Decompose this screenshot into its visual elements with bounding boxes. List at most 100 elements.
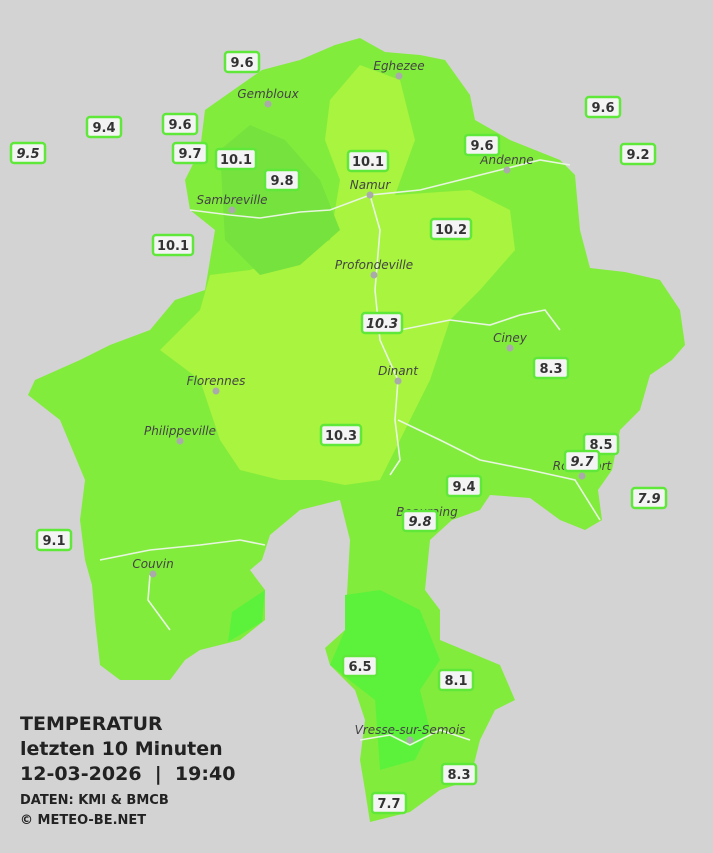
cold-zone: [228, 590, 265, 642]
city-dot: [176, 437, 184, 445]
station: 6.5: [341, 654, 379, 678]
city-label: Profondeville: [335, 258, 413, 272]
station-value: 9.8: [270, 174, 293, 189]
city-dot: [406, 736, 414, 744]
source: DATEN: KMI & BMCB: [20, 793, 169, 808]
station: 9.4: [445, 474, 483, 498]
station-box: [263, 168, 301, 192]
station-box: [619, 142, 657, 166]
station-box: [85, 115, 123, 139]
city-dot: [578, 472, 586, 480]
station: 9.6: [463, 133, 501, 157]
city-dot: [394, 377, 402, 385]
station: 9.6: [161, 112, 199, 136]
station-value: 8.3: [447, 768, 470, 783]
station-box: [463, 133, 501, 157]
city-label: Vresse-sur-Semois: [355, 723, 466, 737]
station-box: [341, 654, 379, 678]
station: 8.5: [582, 432, 620, 456]
city-label: Dinant: [378, 364, 419, 378]
city-label: Philippeville: [144, 424, 216, 438]
station: 9.4: [85, 115, 123, 139]
station-box: [214, 147, 258, 171]
city-label: Eghezee: [373, 59, 424, 73]
station-value: 9.2: [626, 148, 649, 163]
station: 8.1: [437, 668, 475, 692]
station-value: 9.7: [570, 455, 594, 470]
warm-zone: [160, 65, 515, 485]
copyright: © METEO-BE.NET: [20, 813, 146, 828]
rivers: [99, 159, 601, 746]
station: 9.7: [171, 141, 209, 165]
station-box: [346, 149, 390, 173]
river: [397, 419, 601, 521]
station-value: 9.6: [168, 118, 191, 133]
station: 10.1: [214, 147, 258, 171]
city-dot: [264, 100, 272, 108]
station-box: [532, 356, 570, 380]
station: 10.1: [346, 149, 390, 173]
river: [99, 539, 266, 561]
station-value: 9.6: [591, 101, 614, 116]
station: 10.2: [429, 217, 473, 241]
station-value: 7.9: [637, 492, 660, 507]
city-label: Andenne: [479, 153, 533, 167]
station-box: [437, 668, 475, 692]
river: [399, 309, 561, 331]
city-label: Florennes: [187, 374, 246, 388]
station: 9.7: [563, 449, 601, 473]
station-box: [429, 217, 473, 241]
station-value: 10.1: [220, 153, 252, 168]
station-box: [630, 486, 668, 510]
station: 9.6: [584, 95, 622, 119]
station-value: 10.2: [435, 223, 467, 238]
station-box: [582, 432, 620, 456]
station-value: 8.3: [539, 362, 562, 377]
station: 9.8: [401, 509, 439, 533]
city-dot: [366, 191, 374, 199]
station-value: 7.7: [377, 797, 400, 812]
station-box: [35, 528, 73, 552]
station-value: 10.3: [325, 429, 357, 444]
station-box: [360, 311, 404, 335]
station-value: 9.5: [16, 147, 39, 162]
station-value: 10.1: [352, 155, 384, 170]
station-value: 8.1: [444, 674, 467, 689]
station: 9.6: [223, 50, 261, 74]
station-box: [401, 509, 439, 533]
station-value: 9.1: [42, 534, 65, 549]
station: 8.3: [440, 762, 478, 786]
river: [359, 729, 471, 746]
station-value: 9.7: [178, 147, 201, 162]
city-dot: [503, 166, 511, 174]
city-label: Ciney: [493, 331, 528, 345]
station: 10.3: [360, 311, 404, 335]
city-label: Namur: [350, 178, 392, 192]
city-label: Couvin: [132, 557, 173, 571]
city-dot: [506, 344, 514, 352]
station-value: 10.3: [366, 317, 398, 332]
station: 9.8: [263, 168, 301, 192]
station: 7.7: [370, 791, 408, 815]
station-box: [171, 141, 209, 165]
station-box: [151, 233, 195, 257]
station-value: 9.6: [470, 139, 493, 154]
station: 9.1: [35, 528, 73, 552]
datetime: 12-03-2026 | 19:40: [20, 763, 235, 785]
city-label: Gembloux: [237, 87, 299, 101]
station-value: 8.5: [589, 438, 612, 453]
station-box: [584, 95, 622, 119]
cold-zone: [330, 590, 440, 770]
station-box: [563, 449, 601, 473]
city-dot: [228, 206, 236, 214]
station: 7.9: [630, 486, 668, 510]
station-box: [9, 141, 47, 165]
station-box: [223, 50, 261, 74]
station-value: 9.4: [92, 121, 115, 136]
station-value: 10.1: [157, 239, 189, 254]
city-dot: [370, 271, 378, 279]
station-value: 9.8: [408, 515, 431, 530]
station-box: [370, 791, 408, 815]
